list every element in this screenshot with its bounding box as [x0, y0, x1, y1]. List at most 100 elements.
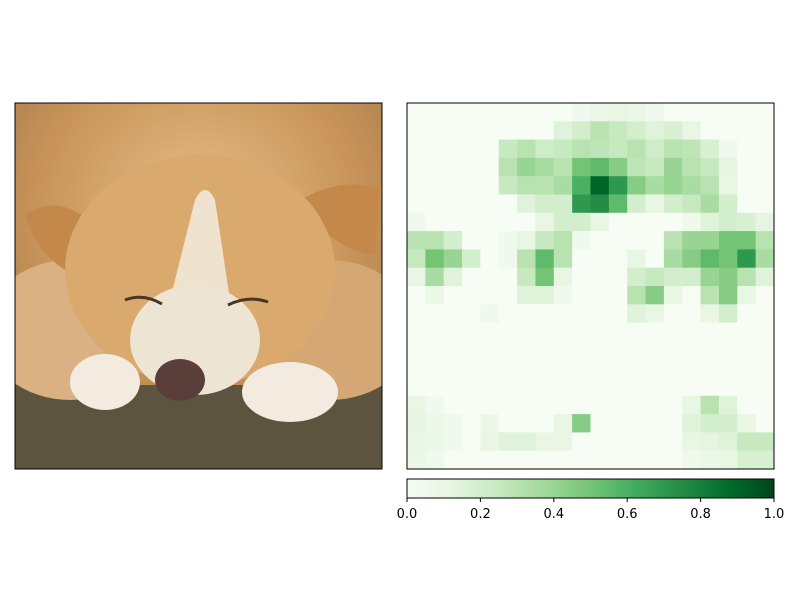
heatmap-cell [498, 432, 518, 452]
heatmap-cell [608, 212, 628, 232]
heatmap-cell [572, 450, 591, 470]
heatmap-cell [443, 267, 463, 287]
heatmap-cell [682, 304, 701, 323]
heatmap-cell [462, 286, 481, 305]
heatmap-cell [498, 176, 518, 195]
heatmap-cell [682, 377, 701, 397]
heatmap-cell [627, 286, 646, 305]
colorbar-tick-label: 0.6 [617, 507, 638, 522]
heatmap-cell [608, 340, 628, 360]
heatmap-cell [443, 176, 463, 195]
heatmap-cell [608, 121, 628, 140]
heatmap-cell [553, 212, 573, 232]
heatmap-cell [755, 450, 775, 470]
heatmap-cell [425, 157, 445, 177]
heatmap-cell [443, 194, 463, 214]
dog-ear-right [300, 184, 380, 255]
heatmap-cell [645, 377, 665, 397]
heatmap-cell [498, 139, 518, 159]
heatmap-cell [517, 231, 536, 250]
heatmap-cell [755, 304, 775, 323]
heatmap-cell [755, 377, 775, 397]
heatmap-cell [462, 340, 481, 360]
heatmap-cell [663, 432, 683, 452]
heatmap-cell [425, 450, 445, 470]
heatmap-cell [755, 103, 775, 122]
heatmap-cell [517, 139, 536, 159]
heatmap-cell [608, 267, 628, 287]
heatmap-cell [517, 194, 536, 214]
heatmap-cell [608, 139, 628, 159]
heatmap-cell [443, 377, 463, 397]
heatmap-cell [443, 432, 463, 452]
heatmap-cell [682, 450, 701, 470]
heatmap-cell [443, 304, 463, 323]
heatmap-cell [737, 139, 757, 159]
heatmap-cell [553, 231, 573, 250]
heatmap-cell [425, 212, 445, 232]
heatmap-cell [663, 450, 683, 470]
heatmap-cell [535, 432, 555, 452]
heatmap-cell [572, 176, 591, 195]
heatmap-cell [645, 103, 665, 122]
heatmap-cell [737, 121, 757, 140]
heatmap-cell [443, 139, 463, 159]
colorbar-tick-label: 0.0 [397, 507, 418, 522]
heatmap-cell [682, 139, 701, 159]
heatmap-cell [425, 359, 445, 378]
heatmap-cell [425, 414, 445, 433]
heatmap-frame [406, 102, 775, 470]
heatmap-cell [535, 377, 555, 397]
heatmap-cell [407, 121, 426, 140]
heatmap-cell [682, 194, 701, 214]
heatmap-cell [425, 121, 445, 140]
heatmap-cell [590, 340, 610, 360]
heatmap-cell [700, 194, 720, 214]
heatmap-cell [572, 304, 591, 323]
heatmap-cell [517, 359, 536, 378]
heatmap-cell [407, 267, 426, 287]
heatmap-cell [535, 322, 555, 342]
heatmap-cell [682, 322, 701, 342]
heatmap-cell [627, 414, 646, 433]
heatmap-cell [498, 359, 518, 378]
heatmap-cell [480, 267, 500, 287]
heatmap-cell [462, 432, 481, 452]
heatmap-cell [737, 267, 757, 287]
heatmap-cell [755, 267, 775, 287]
heatmap-cell [590, 267, 610, 287]
heatmap-cell [443, 157, 463, 177]
heatmap-cell [608, 432, 628, 452]
heatmap-cell [663, 304, 683, 323]
heatmap-cell [443, 286, 463, 305]
heatmap-cell [590, 322, 610, 342]
heatmap-cell [663, 121, 683, 140]
heatmap-cell [627, 340, 646, 360]
heatmap-cell [663, 414, 683, 433]
heatmap-cell [553, 249, 573, 269]
heatmap-cell [755, 395, 775, 415]
heatmap-cell [572, 286, 591, 305]
heatmap-cell [480, 176, 500, 195]
heatmap-cell [535, 340, 555, 360]
heatmap-cell [517, 103, 536, 122]
heatmap-cell [572, 194, 591, 214]
heatmap-cell [535, 359, 555, 378]
heatmap-cell [462, 395, 481, 415]
heatmap-cell [590, 395, 610, 415]
heatmap-cell [425, 249, 445, 269]
heatmap-cell [480, 340, 500, 360]
heatmap-cell [682, 231, 701, 250]
heatmap-cell [480, 359, 500, 378]
heatmap-cell [682, 267, 701, 287]
heatmap-cell [407, 286, 426, 305]
heatmap-cell [425, 395, 445, 415]
heatmap-cell [663, 157, 683, 177]
heatmap-cell [663, 212, 683, 232]
heatmap-cell [682, 359, 701, 378]
heatmap-cell [517, 377, 536, 397]
heatmap-cell [737, 304, 757, 323]
heatmap-cell [645, 212, 665, 232]
heatmap-cell [480, 377, 500, 397]
